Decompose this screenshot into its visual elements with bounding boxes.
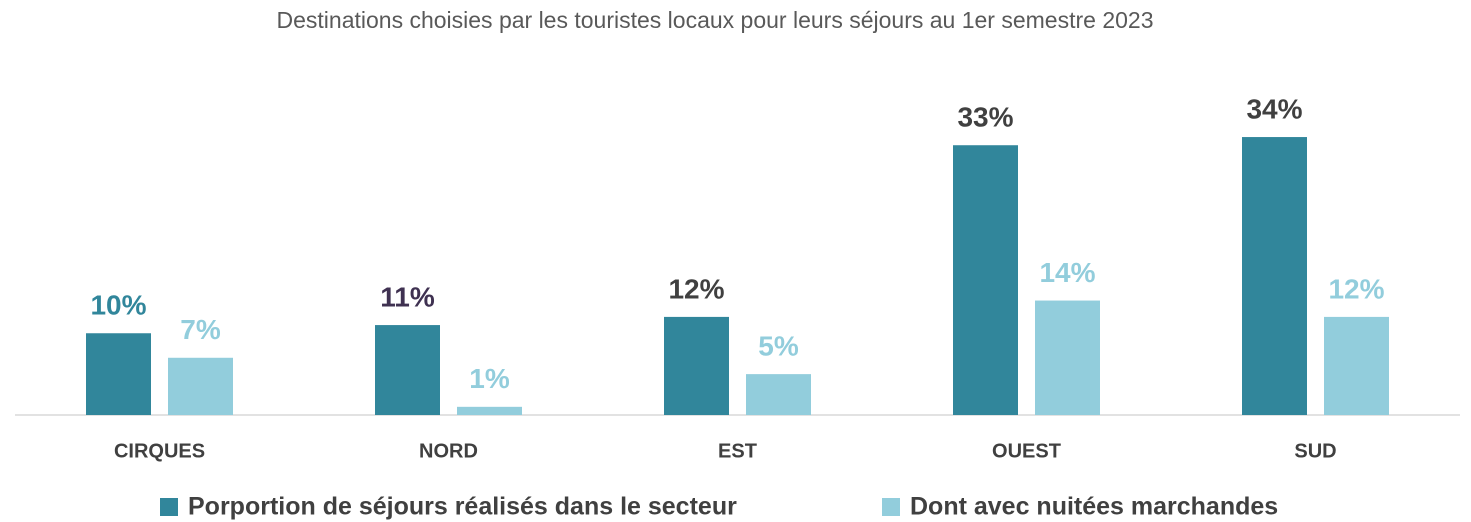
bar	[1035, 300, 1100, 415]
data-label: 1%	[469, 363, 510, 394]
bar	[86, 333, 151, 415]
legend-swatch	[160, 498, 178, 516]
x-tick-label: NORD	[419, 440, 478, 462]
data-label: 12%	[1328, 273, 1384, 304]
legend-swatch	[882, 498, 900, 516]
x-tick-label: EST	[718, 440, 757, 462]
legend-label: Dont avec nuitées marchandes	[910, 493, 1278, 521]
bar	[1242, 137, 1307, 416]
bar	[953, 145, 1018, 415]
legend-label: Porportion de séjours réalisés dans le s…	[188, 493, 737, 521]
data-label: 14%	[1039, 257, 1095, 288]
x-tick-label: OUEST	[992, 440, 1061, 462]
chart-title: Destinations choisies par les touristes …	[277, 7, 1154, 33]
x-tick-label: SUD	[1294, 440, 1336, 462]
bar	[1324, 316, 1389, 415]
bar	[375, 325, 440, 415]
bar	[457, 406, 522, 415]
x-tick-label: CIRQUES	[114, 440, 205, 462]
data-label: 5%	[758, 331, 799, 362]
data-label: 11%	[380, 281, 435, 312]
bar	[168, 357, 233, 415]
bar	[746, 374, 811, 415]
data-label: 12%	[668, 273, 724, 304]
data-label: 7%	[180, 314, 221, 345]
bar	[664, 316, 729, 415]
data-label: 34%	[1246, 93, 1302, 124]
data-label: 10%	[90, 290, 146, 321]
data-label: 33%	[957, 102, 1013, 133]
